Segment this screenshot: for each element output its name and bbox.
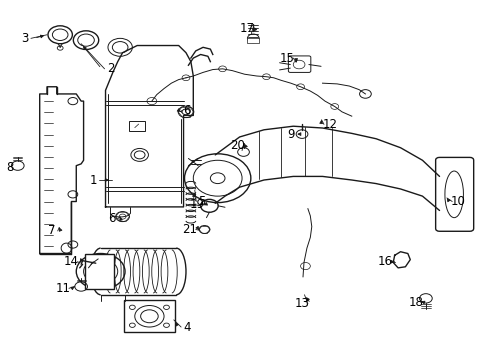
Text: 14: 14 — [64, 255, 79, 268]
Text: 12: 12 — [322, 118, 337, 131]
Text: 8: 8 — [6, 161, 13, 174]
Text: 19: 19 — [189, 198, 204, 211]
Text: 18: 18 — [408, 296, 423, 309]
Text: 5: 5 — [198, 195, 205, 208]
Text: 10: 10 — [450, 195, 465, 208]
FancyBboxPatch shape — [85, 253, 114, 289]
Text: 4: 4 — [183, 320, 190, 333]
Text: 20: 20 — [229, 139, 244, 152]
Text: 7: 7 — [48, 224, 56, 238]
FancyBboxPatch shape — [123, 300, 175, 332]
Text: 17: 17 — [239, 22, 254, 35]
FancyBboxPatch shape — [435, 157, 473, 231]
Text: 3: 3 — [21, 32, 29, 45]
FancyBboxPatch shape — [247, 38, 259, 43]
FancyBboxPatch shape — [129, 121, 144, 131]
FancyBboxPatch shape — [288, 56, 310, 72]
Text: 21: 21 — [182, 223, 197, 236]
Text: 2: 2 — [106, 62, 114, 75]
Text: 15: 15 — [280, 51, 294, 64]
Text: 9: 9 — [286, 127, 294, 141]
Text: 16: 16 — [377, 255, 392, 268]
Text: 6: 6 — [183, 104, 190, 117]
Text: 13: 13 — [294, 297, 309, 310]
Text: 11: 11 — [56, 282, 70, 295]
Text: 1: 1 — [89, 174, 97, 186]
Text: 6: 6 — [108, 212, 115, 225]
